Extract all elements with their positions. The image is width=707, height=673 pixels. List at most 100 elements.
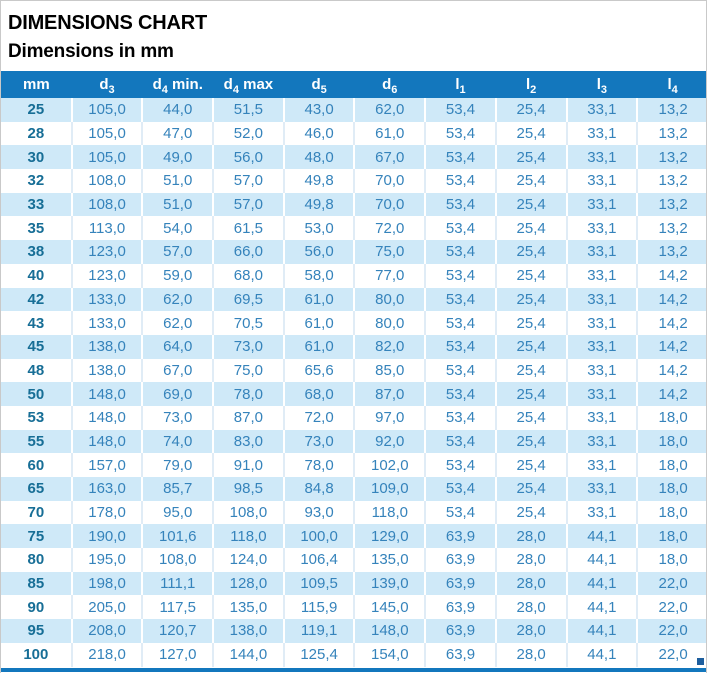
value-cell: 113,0: [70, 216, 143, 241]
value-cell: 61,0: [353, 121, 426, 146]
value-cell: 73,0: [212, 334, 284, 359]
value-cell: 44,1: [565, 571, 638, 596]
value-cell: 128,0: [212, 571, 284, 596]
value-cell: 70,0: [353, 192, 426, 217]
value-cell: 148,0: [70, 405, 143, 430]
value-cell: 28,0: [494, 548, 567, 572]
value-cell: 25,4: [494, 263, 567, 288]
value-cell: 25,4: [494, 169, 567, 193]
value-cell: 75,0: [212, 358, 284, 383]
value-cell: 53,4: [424, 334, 496, 359]
column-header-d5: d5: [283, 71, 355, 98]
value-cell: 13,2: [636, 98, 706, 122]
value-cell: 163,0: [70, 477, 143, 501]
value-cell: 53,4: [424, 240, 496, 264]
value-cell: 25,4: [494, 405, 567, 430]
value-cell: 25,4: [494, 121, 567, 146]
value-cell: 208,0: [70, 619, 143, 643]
value-cell: 33,1: [565, 311, 638, 335]
value-cell: 53,4: [424, 192, 496, 217]
value-cell: 53,4: [424, 169, 496, 193]
value-cell: 18,0: [636, 500, 706, 525]
value-cell: 95,0: [141, 500, 214, 525]
value-cell: 53,4: [424, 98, 496, 122]
mm-cell: 55: [27, 432, 45, 450]
value-cell: 178,0: [70, 500, 143, 525]
value-cell: 135,0: [212, 595, 284, 620]
value-cell: 53,4: [424, 145, 496, 170]
value-cell: 62,0: [141, 287, 214, 312]
value-cell: 18,0: [636, 453, 706, 477]
value-cell: 80,0: [353, 311, 426, 335]
value-cell: 205,0: [70, 595, 143, 620]
value-cell: 13,2: [636, 145, 706, 170]
value-cell: 190,0: [70, 524, 143, 549]
mm-cell: 60: [27, 456, 45, 474]
value-cell: 25,4: [494, 192, 567, 217]
value-cell: 80,0: [353, 287, 426, 312]
value-cell: 53,4: [424, 311, 496, 335]
table-row: 28 105,0 47,0 52,0 46,0 61,0 53,4 25,4 33,1 13,2: [1, 121, 706, 146]
value-cell: 69,0: [141, 382, 214, 406]
table-header: mm d3 d4 min. d4 max d5 d6 l1 l2 l3 l4: [1, 71, 706, 98]
value-cell: 117,5: [141, 595, 214, 620]
value-cell: 67,0: [353, 145, 426, 170]
mm-cell: 53: [27, 409, 45, 427]
value-cell: 53,4: [424, 382, 496, 406]
value-cell: 67,0: [141, 358, 214, 383]
value-cell: 87,0: [353, 382, 426, 406]
mm-cell: 25: [27, 101, 45, 119]
value-cell: 97,0: [353, 405, 426, 430]
value-cell: 65,6: [282, 358, 355, 383]
value-cell: 44,1: [565, 619, 638, 643]
value-cell: 13,2: [636, 216, 706, 241]
mm-cell: 95: [27, 622, 45, 640]
value-cell: 33,1: [565, 192, 638, 217]
table-row: 90 205,0 117,5 135,0 115,9 145,0 63,9 28,0 44,1 2…: [1, 595, 706, 620]
value-cell: 53,4: [424, 405, 496, 430]
value-cell: 28,0: [494, 571, 567, 596]
value-cell: 44,0: [141, 98, 214, 122]
value-cell: 69,5: [212, 287, 284, 312]
column-header-d4-max: d4 max: [213, 71, 284, 98]
value-cell: 61,0: [282, 311, 355, 335]
value-cell: 13,2: [636, 169, 706, 193]
value-cell: 118,0: [212, 524, 284, 549]
mm-cell: 70: [27, 504, 45, 522]
mm-cell: 32: [27, 172, 45, 190]
value-cell: 62,0: [141, 311, 214, 335]
value-cell: 138,0: [212, 619, 284, 643]
value-cell: 33,1: [565, 382, 638, 406]
table-row: 65 163,0 85,7 98,5 84,8 109,0 53,4 25,4 33,1 18,0: [1, 477, 706, 501]
value-cell: 44,1: [565, 642, 638, 667]
column-header-l2: l2: [495, 71, 567, 98]
value-cell: 53,4: [424, 429, 496, 454]
table-row: 45 138,0 64,0 73,0 61,0 82,0 53,4 25,4 33,1 14,2: [1, 334, 706, 359]
value-cell: 63,9: [424, 524, 496, 549]
value-cell: 49,8: [282, 169, 355, 193]
value-cell: 33,1: [565, 358, 638, 383]
value-cell: 43,0: [282, 98, 355, 122]
value-cell: 28,0: [494, 642, 567, 667]
value-cell: 133,0: [70, 287, 143, 312]
mm-cell: 48: [27, 361, 45, 379]
mm-cell: 85: [27, 575, 45, 593]
value-cell: 123,0: [70, 240, 143, 264]
value-cell: 33,1: [565, 500, 638, 525]
value-cell: 46,0: [282, 121, 355, 146]
value-cell: 195,0: [70, 548, 143, 572]
value-cell: 108,0: [70, 169, 143, 193]
value-cell: 85,0: [353, 358, 426, 383]
column-header-d6: d6: [354, 71, 426, 98]
value-cell: 28,0: [494, 595, 567, 620]
value-cell: 68,0: [212, 263, 284, 288]
value-cell: 47,0: [141, 121, 214, 146]
mm-cell: 65: [27, 480, 45, 498]
value-cell: 73,0: [141, 405, 214, 430]
dimensions-table: mm d3 d4 min. d4 max d5 d6 l1 l2 l3 l4 25 105,0 44,…: [1, 71, 706, 667]
value-cell: 25,4: [494, 287, 567, 312]
table-row: 85 198,0 111,1 128,0 109,5 139,0 63,9 28,0 44,1 2…: [1, 571, 706, 596]
value-cell: 57,0: [212, 169, 284, 193]
value-cell: 33,1: [565, 263, 638, 288]
value-cell: 125,4: [282, 642, 355, 667]
